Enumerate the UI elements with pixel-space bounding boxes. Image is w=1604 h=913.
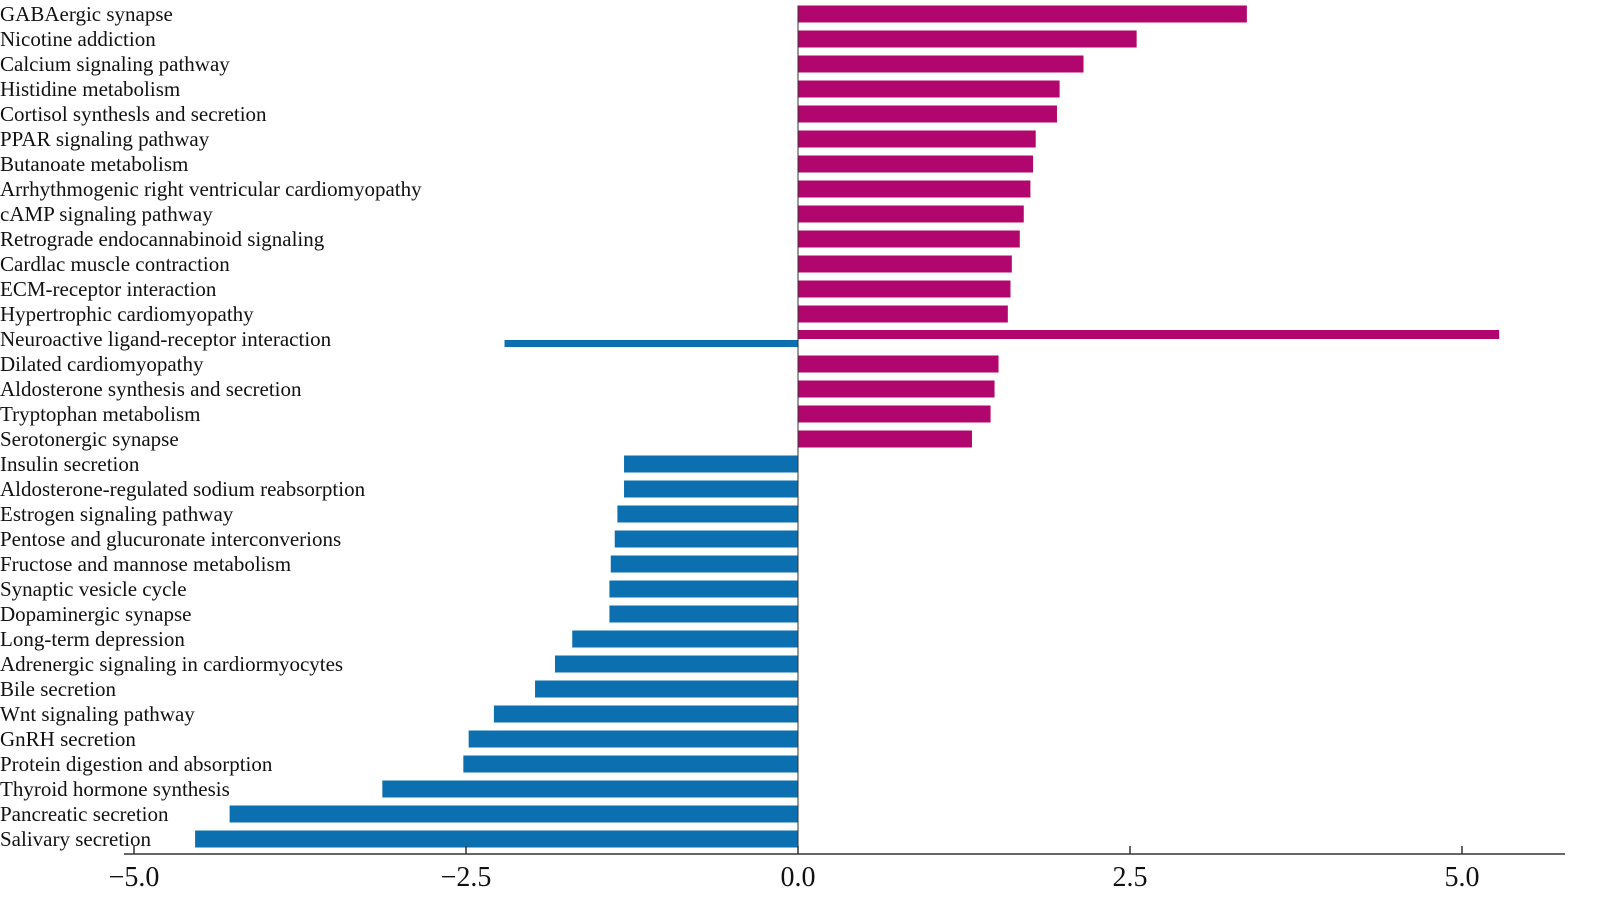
x-tick-label: 5.0	[1445, 862, 1480, 893]
category-label: PPAR signaling pathway	[0, 127, 210, 151]
bar-negative	[614, 530, 798, 548]
category-label: Pentose and glucuronate interconverions	[0, 527, 341, 551]
x-tick-label: −5.0	[109, 862, 160, 893]
bar-positive	[798, 30, 1137, 48]
category-label: Dilated cardiomyopathy	[0, 352, 204, 376]
bar-positive	[798, 5, 1247, 23]
category-label: Neuroactive ligand-receptor interaction	[0, 327, 332, 351]
bar-negative	[610, 555, 798, 573]
category-label: Hypertrophic cardiomyopathy	[0, 302, 254, 326]
category-label: Salivary secretion	[0, 827, 152, 851]
category-label: Retrograde endocannabinoid signaling	[0, 227, 325, 251]
x-tick-label: 2.5	[1113, 862, 1148, 893]
category-label: Wnt signaling pathway	[0, 702, 195, 726]
bar-positive	[798, 55, 1084, 73]
category-label: Fructose and mannose metabolism	[0, 552, 291, 576]
bar-positive	[798, 380, 995, 398]
bar-negative	[468, 730, 798, 748]
category-label: Thyroid hormone synthesis	[0, 777, 230, 801]
category-label: Estrogen signaling pathway	[0, 502, 234, 526]
category-label: Arrhythmogenic right ventricular cardiom…	[0, 177, 422, 201]
bar-negative	[617, 505, 798, 523]
category-label: Protein digestion and absorption	[0, 752, 273, 776]
bar-negative	[229, 805, 799, 823]
category-label: Aldosterone-regulated sodium reabsorptio…	[0, 477, 366, 501]
category-label: Serotonergic synapse	[0, 427, 179, 451]
bar-positive	[798, 80, 1060, 98]
category-label: GnRH secretion	[0, 727, 136, 751]
category-label: Adrenergic signaling in cardiormyocytes	[0, 652, 343, 676]
category-label: Pancreatic secretion	[0, 802, 169, 826]
category-label: Butanoate metabolism	[0, 152, 188, 176]
x-axis: −5.0 −2.5 0.0 2.5 5.0	[109, 846, 1565, 893]
bar-positive	[798, 130, 1036, 148]
category-label: Insulin secretion	[0, 452, 140, 476]
category-label: Cardlac muscle contraction	[0, 252, 230, 276]
category-label: GABAergic synapse	[0, 2, 173, 26]
x-tick-label: 0.0	[781, 862, 816, 893]
category-label: Synaptic vesicle cycle	[0, 577, 187, 601]
category-label: Tryptophan metabolism	[0, 402, 200, 426]
x-tick-label: −2.5	[441, 862, 492, 893]
bar-positive	[798, 255, 1012, 273]
bar-negative	[624, 480, 798, 498]
bar-positive	[798, 205, 1024, 223]
bar-positive	[798, 355, 999, 373]
category-label: Nicotine addiction	[0, 27, 156, 51]
category-label: Cortisol synthesls and secretion	[0, 102, 267, 126]
bar-positive	[798, 155, 1034, 173]
bar-negative	[535, 680, 798, 698]
x-axis-ticks: −5.0 −2.5 0.0 2.5 5.0	[109, 846, 1480, 893]
bar-negative	[504, 340, 798, 347]
bar-negative	[609, 580, 798, 598]
bar-positive	[798, 305, 1008, 323]
bar-negative	[195, 830, 798, 848]
bar-negative	[493, 705, 798, 723]
category-label: Dopaminergic synapse	[0, 602, 191, 626]
category-label: Bile secretion	[0, 677, 117, 701]
bar-negative	[382, 780, 798, 798]
bar-positive	[798, 105, 1057, 123]
bar-positive	[798, 230, 1020, 248]
bar-positive	[798, 405, 991, 423]
bar-negative	[463, 755, 798, 773]
category-label: ECM-receptor interaction	[0, 277, 217, 301]
bar-negative	[554, 655, 798, 673]
category-label: Aldosterone synthesis and secretion	[0, 377, 302, 401]
bar-positive	[798, 330, 1500, 339]
bar-positive	[798, 430, 972, 448]
bar-negative	[624, 455, 798, 473]
category-label: cAMP signaling pathway	[0, 202, 213, 226]
bar-positive	[798, 180, 1031, 198]
category-label: Calcium signaling pathway	[0, 52, 230, 76]
bars	[195, 5, 1500, 848]
bar-negative	[609, 605, 798, 623]
category-label: Long-term depression	[0, 627, 185, 651]
bar-positive	[798, 280, 1011, 298]
bar-negative	[572, 630, 798, 648]
category-label: Histidine metabolism	[0, 77, 180, 101]
